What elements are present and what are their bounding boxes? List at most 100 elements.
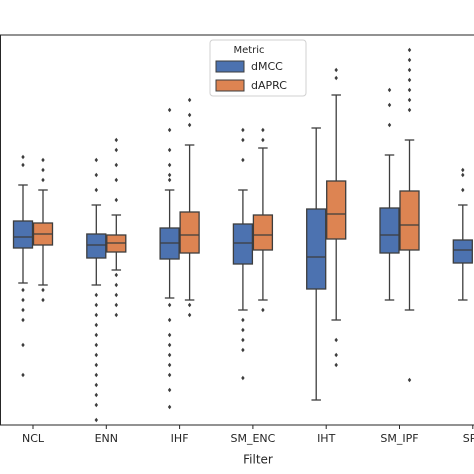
legend-label: dAPRC [251,79,287,92]
outlier [407,57,412,63]
outlier [241,137,245,143]
outlier [334,337,338,343]
outlier [167,172,172,178]
outlier [41,287,45,293]
outlier [261,127,265,133]
x-tick-label: NCL [22,432,45,445]
outlier [187,312,192,318]
outlier [167,162,172,168]
outlier [114,137,119,143]
outlier [94,187,99,193]
box-group [86,157,107,423]
outlier [41,297,45,303]
outlier [167,342,172,348]
outlier [41,167,45,173]
outlier [241,157,245,163]
outlier [114,197,119,203]
outlier [241,327,245,333]
outlier [167,177,172,183]
outlier [167,107,172,113]
box-group [452,167,473,301]
x-tick-label: IHF [171,432,189,445]
box [12,220,34,249]
outlier [241,347,245,353]
outlier [187,302,192,308]
outlier [407,377,412,383]
outlier [187,122,192,128]
box-group [232,127,254,381]
outlier [94,157,99,163]
outlier [387,122,392,128]
outlier [187,112,192,118]
x-tick-label: SM_ENC [230,432,275,445]
outlier [41,177,45,183]
outlier [241,127,245,133]
outlier [407,97,412,103]
outlier [387,87,392,93]
outlier [114,272,119,278]
outlier [407,87,412,93]
outlier [94,372,99,378]
outlier [21,162,25,168]
outlier [94,417,99,423]
box [232,223,254,265]
outlier [94,362,99,368]
outlier [94,292,99,298]
outlier [21,342,25,348]
box-group [12,154,34,378]
box-group [179,97,200,318]
outlier [167,147,172,153]
box [326,180,347,240]
outlier [407,107,412,113]
outlier [261,137,265,143]
box-group [379,87,400,301]
outlier [114,177,119,183]
outlier [21,307,25,313]
outlier [241,317,245,323]
x-tick-label: ENN [95,432,118,445]
box [86,233,107,259]
outlier [407,47,412,53]
box [452,239,473,264]
outlier [461,167,465,173]
outlier [461,172,465,178]
outlier [241,337,245,343]
outlier [167,317,172,323]
box [306,208,327,290]
outlier [461,187,465,193]
outlier [21,297,25,303]
legend-label: dMCC [251,60,283,73]
legend-title: Metric [233,45,264,56]
outlier [94,402,99,408]
outlier [114,312,119,318]
outlier [94,382,99,388]
outlier [334,75,338,81]
outlier [114,302,119,308]
outlier [21,317,25,323]
outlier [261,307,265,313]
box [179,211,200,254]
x-axis-label: Filter [243,453,273,467]
outlier [167,387,172,393]
x-tick-label: SPII [463,432,474,445]
outlier [167,372,172,378]
outlier [334,362,338,368]
outlier [21,372,25,378]
outlier [241,375,245,381]
outlier [94,322,99,328]
box-group [399,47,420,383]
legend-swatch [215,79,245,92]
outlier [114,162,119,168]
outlier [94,312,99,318]
outlier [94,352,99,358]
outlier [407,77,412,83]
outlier [167,352,172,358]
outlier [167,302,172,308]
outlier [114,282,119,288]
legend: Metric dMCC dAPRC [209,39,307,97]
outlier [334,67,338,73]
x-tick-label: IHT [317,432,336,445]
box-group [106,137,127,318]
